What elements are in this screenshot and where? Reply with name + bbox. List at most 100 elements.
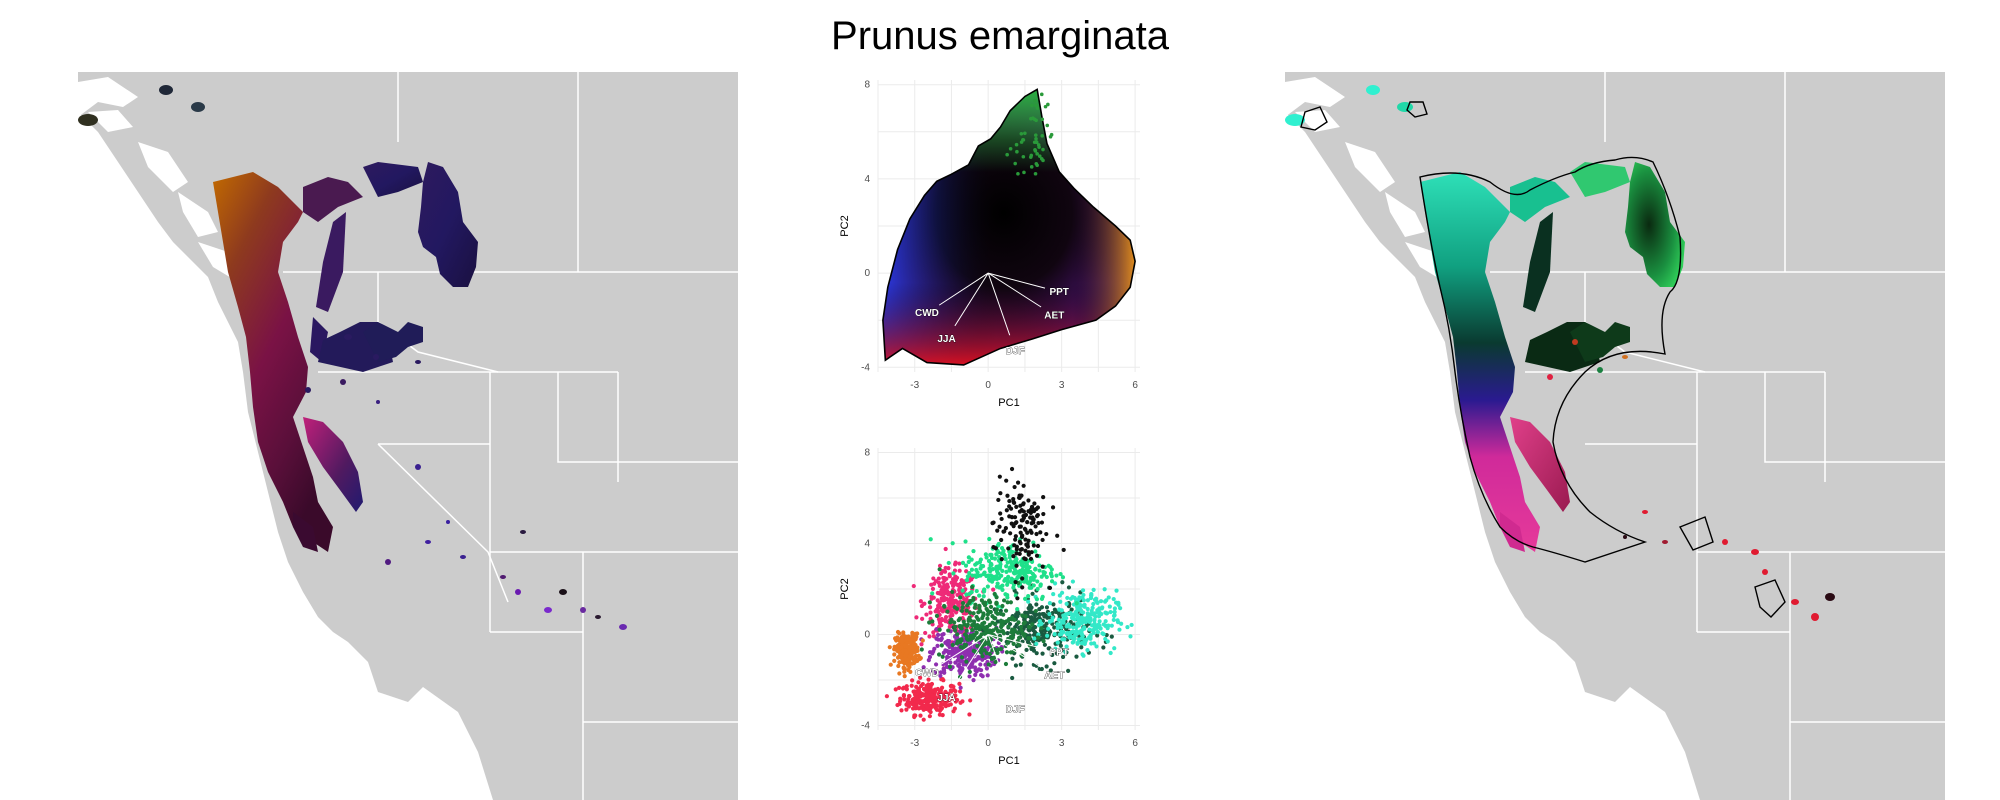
pca-point [1014,551,1019,556]
pca-point [1063,649,1068,655]
pca-point [1041,572,1047,577]
pca-point [1016,171,1020,176]
pca-plot-top: -3 0 3 6 -4 0 4 8 PC1 PC2 PPT AET DJF CWD JJA [839,80,1140,409]
pca-point [1008,146,1013,151]
pca-point [1014,563,1019,568]
pca-point [974,630,979,635]
pca-point [990,620,995,625]
pca-point [980,621,985,627]
pca-point [914,703,919,708]
pca-point [1025,639,1031,645]
pca-point [941,598,946,603]
pca-point [937,567,942,572]
pca-point [1020,576,1025,581]
pca-point [927,620,932,625]
pca-point [967,591,972,597]
pca-point [1030,646,1035,651]
pca-point [996,647,1001,652]
pca-point [1050,505,1056,510]
pca-point [934,613,940,618]
loading-arrow [987,272,1011,336]
pca-point [1047,585,1053,591]
pca-point [904,657,910,663]
pca-point [1005,493,1010,498]
pca-point [1051,602,1056,607]
pca-point [1033,133,1038,137]
pca-point [912,689,917,694]
pca-point [948,683,953,689]
pca-point [1017,509,1023,514]
pca-point [1076,621,1081,627]
pca-point [1013,521,1018,526]
loading-arrow [988,633,1046,650]
pca-point [1076,607,1081,612]
pca-point [1114,588,1119,593]
pca-point [978,649,983,655]
pca-point [1029,116,1033,121]
pca-point [1093,623,1098,628]
pca-point [966,647,971,652]
pca-point [954,606,960,611]
pca-point [957,568,962,573]
pca-point [927,714,932,719]
pca-point [936,580,941,585]
pca-point [928,610,933,615]
pca-point [967,664,972,669]
pca-point [985,612,990,617]
pca-point [971,548,976,554]
pca-point [1038,582,1043,587]
pca-point [949,609,954,614]
pca-point [1064,624,1069,629]
pca-point [1002,553,1007,558]
pca-point [1028,155,1033,159]
pca-point [967,674,972,679]
pca-point [1006,574,1011,579]
pca-point [1058,599,1063,604]
pca-point [1035,586,1040,592]
pca-point [1090,628,1095,633]
pca-point [932,646,937,651]
pca-point [974,567,979,573]
pca-point [1012,484,1017,490]
pca-point [999,557,1004,562]
pca-point [991,520,996,525]
pca-point [1025,580,1030,585]
pca-point [987,573,992,578]
pca-point [984,666,989,671]
y-tick-label: 0 [864,268,870,279]
pca-point [939,705,945,711]
pca-point [1026,599,1031,604]
pca-point [1040,117,1045,122]
pca-point [970,573,975,578]
pca-point [935,632,941,637]
pca-point [1087,617,1092,622]
pca-point [964,636,969,641]
pca-point [955,592,960,598]
pca-point [920,681,925,687]
pca-point [998,584,1003,590]
pca-point [958,595,963,600]
pca-point [957,637,963,643]
pca-point [933,662,939,667]
pca-point [953,650,958,655]
pca-point [1013,537,1018,542]
pca-point [1059,625,1064,630]
pca-point [902,697,907,702]
pca-point [1056,617,1061,622]
pca-point [976,610,981,615]
pca-point [1034,136,1038,141]
pca-point [964,608,969,613]
pca-point [1007,498,1012,504]
pca-point [1040,134,1045,138]
pca-point [1035,152,1039,156]
pca-point [1043,104,1048,109]
pca-point [939,623,944,628]
pca-point [999,546,1005,551]
pca-point [899,645,904,650]
pca-point [1028,556,1034,561]
pca-point [1085,648,1090,653]
pca-point [965,574,970,579]
pca-cloud-green [882,89,1136,365]
pca-point [993,616,998,621]
pca-point [1019,570,1024,575]
